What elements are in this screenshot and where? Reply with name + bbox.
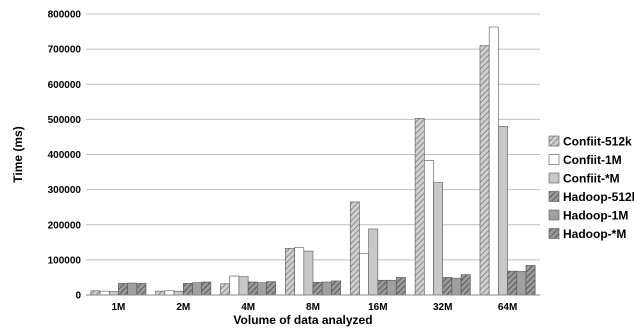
bar [303, 250, 314, 296]
bar [377, 279, 388, 296]
x-tick-label: 2M [176, 302, 190, 313]
bar [368, 228, 379, 296]
legend: Confiit-512k Confiit-1M Confiit-*M Hadoop-5… [548, 135, 634, 241]
legend-swatch [548, 172, 560, 184]
bar [285, 247, 295, 296]
bar [294, 247, 305, 296]
legend-label: Hadoop-512k [563, 190, 634, 204]
bar [442, 277, 453, 296]
legend-label: Hadoop-*M [563, 227, 626, 241]
bar [173, 290, 184, 296]
legend-label: Confiit-1M [563, 153, 622, 167]
bar [247, 281, 258, 296]
bar [433, 182, 444, 296]
y-tick-label: 200000 [48, 220, 82, 231]
bar [386, 279, 397, 296]
bar [312, 282, 323, 296]
x-tick-label: 4M [241, 302, 255, 313]
bar [164, 290, 175, 296]
y-axis-ticks: 0 100000 200000 300000 400000 500000 600000 700… [48, 10, 82, 302]
legend-label: Hadoop-1M [563, 209, 628, 223]
bar [349, 201, 360, 296]
y-tick-label: 100000 [48, 255, 82, 266]
legend-swatch [548, 228, 560, 239]
y-tick-label: 400000 [48, 150, 82, 161]
legend-label: Confiit-*M [563, 172, 620, 186]
x-tick-label: 16M [368, 302, 387, 313]
bar [229, 275, 240, 296]
y-tick-label: 700000 [48, 45, 82, 56]
bar [201, 281, 212, 296]
y-tick-label: 500000 [48, 115, 82, 126]
bar [99, 290, 110, 296]
x-axis-ticks: 1M 2M 4M 8M 16M 32M 64M [111, 302, 517, 313]
bar [331, 280, 341, 296]
bar [460, 274, 471, 296]
bar [488, 26, 499, 296]
bar [507, 270, 518, 296]
y-axis-title: Time (ms) [11, 126, 25, 182]
legend-label: Confiit-512k [563, 135, 632, 149]
bar [108, 291, 119, 296]
bars [90, 26, 536, 296]
y-tick-label: 0 [75, 291, 81, 302]
bar [424, 160, 434, 296]
x-tick-label: 1M [111, 302, 125, 313]
gridlines [86, 13, 540, 261]
bar [395, 277, 406, 296]
bar [155, 290, 166, 296]
x-tick-label: 64M [498, 302, 517, 313]
y-tick-label: 600000 [48, 80, 82, 91]
bar [451, 277, 462, 296]
bar [516, 271, 527, 296]
bar [359, 253, 369, 296]
x-axis-title: Volume of data analyzed [233, 313, 372, 327]
bar [90, 290, 101, 296]
bar [266, 281, 277, 296]
x-tick-label: 32M [433, 302, 452, 313]
x-tick-label: 8M [306, 302, 320, 313]
bar [136, 283, 147, 296]
bar [321, 281, 332, 296]
bar [414, 118, 425, 296]
legend-swatch [548, 154, 560, 165]
bar [182, 283, 193, 296]
bar [220, 283, 231, 296]
y-tick-label: 800000 [48, 10, 82, 21]
bar [479, 45, 490, 296]
legend-swatch [548, 209, 560, 221]
bar [238, 276, 249, 296]
legend-swatch [548, 191, 560, 202]
bar [118, 283, 128, 296]
legend-swatch [548, 135, 560, 147]
y-tick-label: 300000 [48, 185, 82, 196]
bar [127, 282, 138, 296]
bar [192, 282, 202, 296]
bar [257, 282, 267, 296]
bar [525, 265, 536, 296]
bar [498, 126, 508, 296]
